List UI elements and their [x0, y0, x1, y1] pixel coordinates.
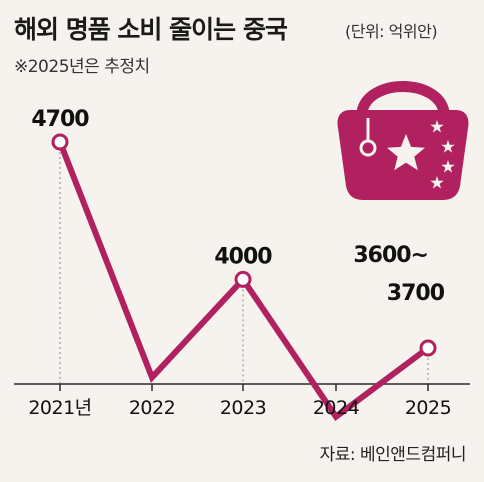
point-marker	[419, 339, 437, 357]
source-label: 자료: 베인앤드컴퍼니	[319, 445, 467, 465]
x-tick-labels: 2021년 2022 2023 2024 2025	[28, 397, 451, 419]
star-icon	[441, 140, 455, 153]
x-tick-label: 2023	[220, 397, 266, 419]
handbag-icon	[337, 81, 469, 200]
point-marker	[234, 270, 252, 288]
chart-title: 해외 명품 소비 줄이는 중국	[14, 15, 288, 44]
star-icon	[430, 120, 444, 133]
data-label: 3700	[387, 281, 445, 306]
star-icon	[387, 134, 425, 171]
x-tick-label: 2024	[313, 397, 360, 419]
x-tick-label: 2022	[129, 397, 175, 419]
data-label: 3600~	[353, 243, 428, 268]
point-markers	[51, 133, 437, 357]
x-tick-label: 2021년	[28, 397, 91, 419]
star-icon	[441, 160, 455, 173]
unit-label: (단위: 억위안)	[345, 22, 438, 41]
data-labels: 4700 4000 3600~ 3700	[31, 107, 445, 306]
star-icon	[430, 176, 444, 189]
data-label: 4700	[31, 107, 89, 132]
x-ticks	[59, 384, 429, 391]
point-marker	[51, 133, 69, 151]
estimate-note: ※2025년은 추정치	[14, 57, 150, 77]
x-tick-label: 2025	[405, 397, 451, 419]
data-label: 4000	[214, 244, 272, 269]
